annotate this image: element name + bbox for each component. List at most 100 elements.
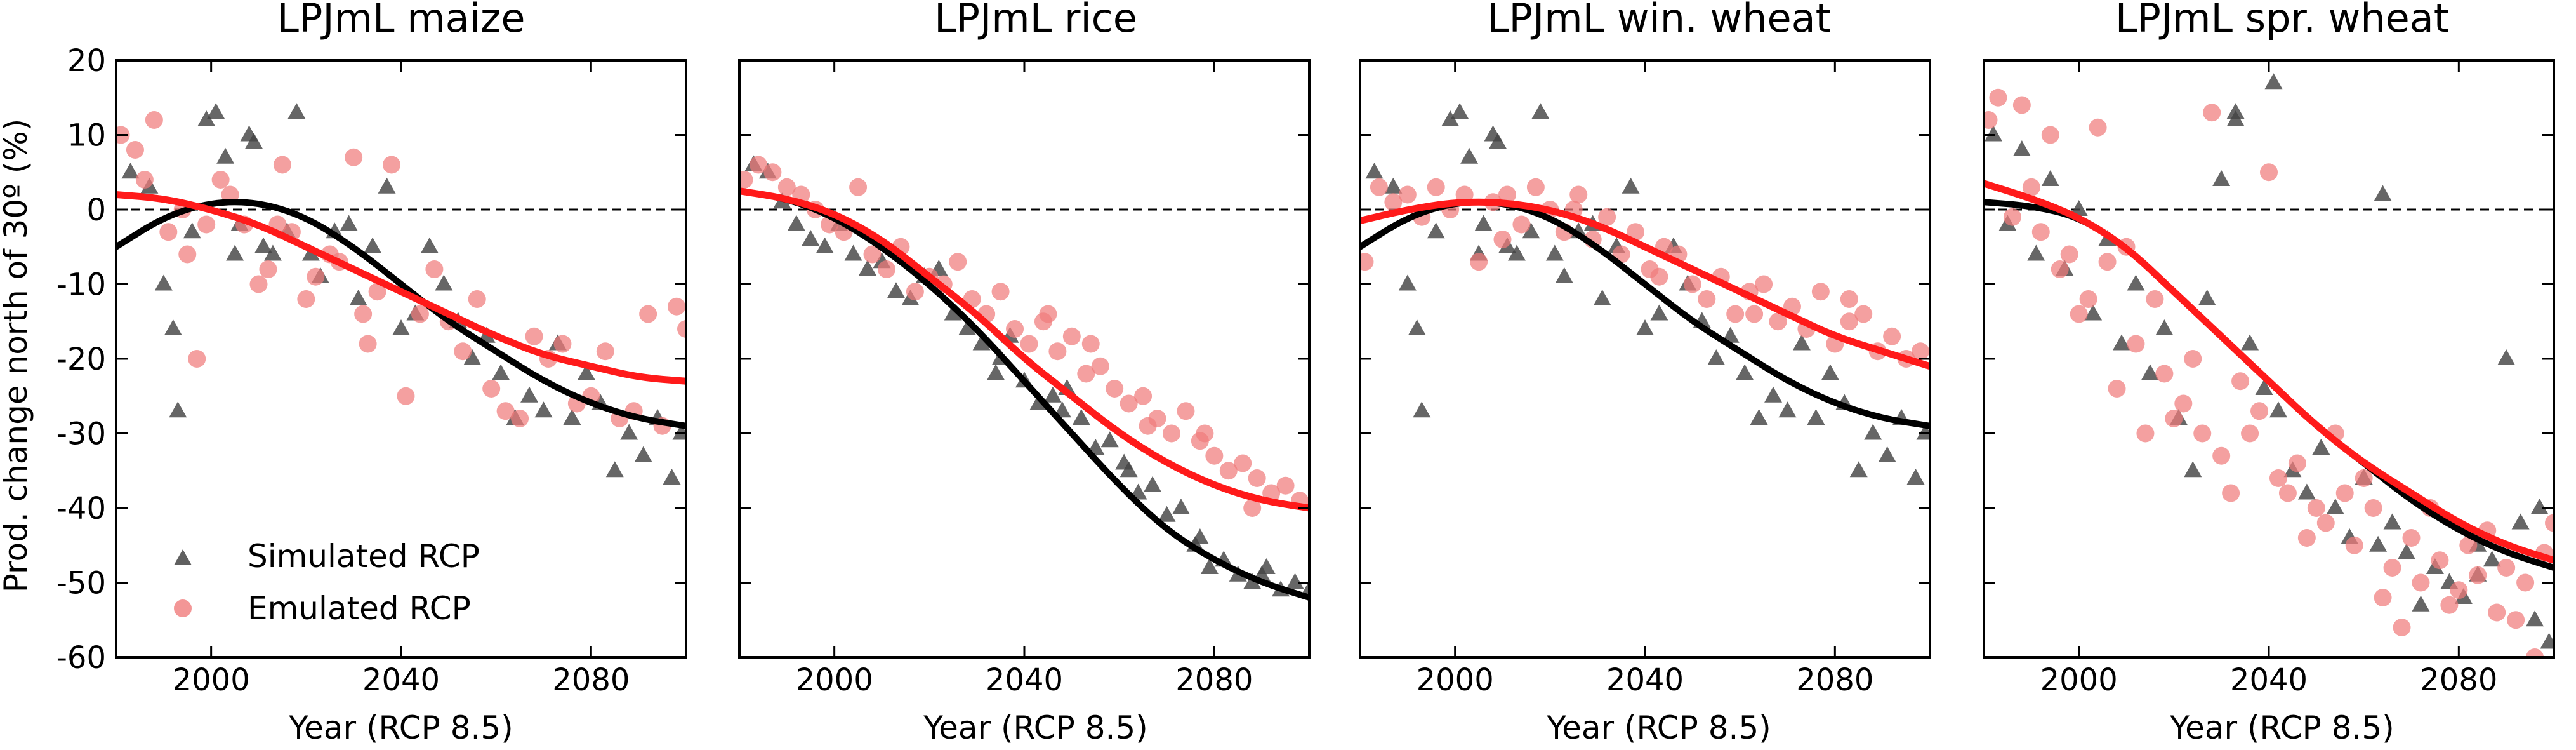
simulated-point xyxy=(2312,439,2330,455)
emulated-point xyxy=(763,163,782,182)
emulated-point xyxy=(1276,476,1295,495)
emulated-point xyxy=(411,305,429,323)
simulated-point xyxy=(1144,476,1162,492)
emulated-point xyxy=(178,245,197,264)
emulated-point xyxy=(368,283,386,301)
simulated-point xyxy=(1864,424,1882,440)
emulated-point xyxy=(1984,111,1998,129)
simulated-point xyxy=(1100,431,1119,448)
simulated-point xyxy=(2497,349,2516,365)
simulated-point xyxy=(1507,244,1526,261)
emulated-point xyxy=(2507,611,2525,629)
emulated-point xyxy=(2136,424,2155,443)
emulated-point xyxy=(2165,410,2183,427)
emulated-point xyxy=(1755,275,1773,293)
emulated-point xyxy=(1498,185,1516,204)
simulated-point xyxy=(2511,513,2530,530)
simulated-point xyxy=(620,424,638,440)
plot-area xyxy=(116,103,686,485)
simulated-point xyxy=(1427,222,1445,239)
simulated-point xyxy=(164,319,182,335)
emulated-point xyxy=(2022,178,2040,196)
legend-emulated-marker xyxy=(174,599,192,617)
x-tick-label: 2040 xyxy=(362,662,440,698)
simulated-point xyxy=(2155,319,2174,335)
emulated-point xyxy=(188,350,206,368)
emulated-point xyxy=(777,178,796,196)
emulated-point xyxy=(2497,559,2516,577)
emulated-point xyxy=(2108,380,2126,398)
emulated-point xyxy=(2012,96,2031,114)
simulated-point xyxy=(245,133,263,149)
emulated-point xyxy=(525,327,543,345)
simulated-point xyxy=(1807,409,1825,425)
simulated-point xyxy=(663,469,681,485)
emulated-point xyxy=(1569,185,1588,204)
emulated-point xyxy=(596,342,614,361)
legend: Simulated RCP Emulated RCP xyxy=(174,538,480,627)
emulated-point xyxy=(1989,88,2007,107)
emulated-point xyxy=(2431,551,2449,570)
simulated-point xyxy=(1707,349,1726,365)
emulated-fit-line xyxy=(116,191,686,385)
simulated-point xyxy=(2113,334,2131,351)
simulated-point xyxy=(1849,461,1868,478)
emulated-point xyxy=(397,387,415,405)
simulated-point xyxy=(1120,461,1138,478)
emulated-point xyxy=(949,253,967,271)
simulated-point xyxy=(534,401,553,418)
emulated-point xyxy=(2288,454,2306,472)
simulated-point xyxy=(2212,170,2231,186)
emulated-point xyxy=(2041,126,2059,144)
simulated-point xyxy=(1721,326,1740,343)
x-axis-label-spr-wheat: Year (RCP 8.5) xyxy=(2169,709,2394,746)
simulated-point xyxy=(254,237,272,253)
emulated-point xyxy=(1106,380,1124,398)
simulated-point xyxy=(2297,483,2316,500)
emulated-point xyxy=(2231,372,2250,391)
simulated-point xyxy=(340,215,358,231)
simulated-point xyxy=(2269,401,2287,418)
simulated-point xyxy=(1451,103,1469,119)
panel-0: 2000 2040 2080 20 10 0 -10 -20 -30 -40 -50 -60 xyxy=(56,43,687,698)
simulated-point xyxy=(154,274,173,291)
simulated-point xyxy=(1792,334,1811,351)
simulated-point xyxy=(1522,222,1540,239)
simulated-point xyxy=(1821,364,1839,380)
simulated-point xyxy=(2326,499,2344,514)
emulated-point xyxy=(425,260,444,278)
emulated-point xyxy=(2155,365,2174,383)
simulated-point xyxy=(958,319,977,335)
emulated-point xyxy=(1020,335,1038,353)
simulated-point xyxy=(183,222,201,239)
emulated-point xyxy=(2089,118,2107,137)
emulated-point xyxy=(1139,417,1157,435)
legend-emulated-label: Emulated RCP xyxy=(248,590,471,627)
emulated-point xyxy=(1854,305,1873,323)
y-tick-label: -50 xyxy=(56,566,106,601)
simulated-point xyxy=(1593,290,1611,305)
simulated-point xyxy=(492,364,510,380)
emulated-point xyxy=(145,111,163,129)
emulated-point xyxy=(135,171,154,189)
simulated-point xyxy=(1650,304,1668,321)
emulated-point xyxy=(2335,484,2354,502)
emulated-point xyxy=(1134,387,1153,405)
panel-3: 2000 2040 2080 xyxy=(1983,59,2555,698)
emulated-point xyxy=(1039,305,1057,323)
emulated-point xyxy=(2060,245,2078,264)
simulated-point xyxy=(2241,334,2259,351)
simulated-point xyxy=(378,177,396,194)
x-tick-label: 2000 xyxy=(2040,662,2118,698)
simulated-point xyxy=(1460,147,1479,164)
emulated-point xyxy=(2174,394,2193,413)
panel-1: 2000 2040 2080 xyxy=(738,59,1311,698)
simulated-point xyxy=(1286,573,1304,589)
emulated-point xyxy=(2488,603,2506,622)
simulated-point xyxy=(1072,409,1090,425)
y-tick-label: 0 xyxy=(86,192,106,228)
emulated-point xyxy=(482,380,501,398)
simulated-point xyxy=(816,237,834,253)
emulated-point xyxy=(359,335,377,353)
